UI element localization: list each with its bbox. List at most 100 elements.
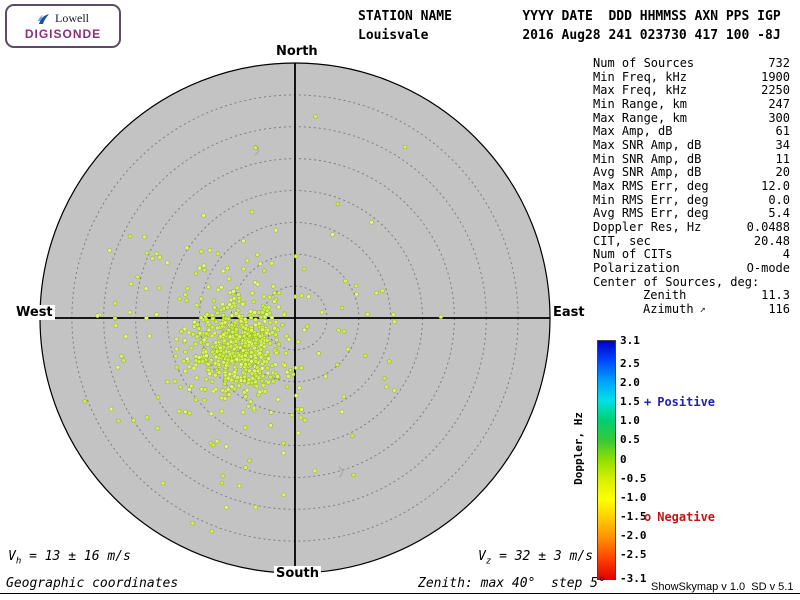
source-dot [341,329,347,334]
source-dot [255,282,261,287]
source-dot [258,347,264,352]
positive-label: Positive [657,395,716,409]
source-dot [113,323,119,329]
source-dot [242,317,248,322]
source-dot [240,348,246,353]
stat-value: 1900 [761,69,790,84]
source-dot [351,472,356,478]
source-dot [243,362,248,367]
source-dot [189,345,194,351]
colorbar-tick-labels: 3.1 2.5 2.0 1.5 1.0 0.5 0 -0.5 -1.0 -1.5 -2.0 -2.5 -… [620,334,662,585]
source-dot [293,254,299,259]
source-dot [154,312,159,317]
source-dot [276,342,282,347]
source-dot [236,292,241,297]
source-dot [131,418,136,423]
source-dot [339,409,345,415]
stat-value: 300 [768,110,790,125]
source-dot [155,394,161,400]
source-dot [231,289,236,294]
source-dot [212,330,218,336]
source-dot [262,268,267,273]
source-dot [220,388,225,393]
source-dot [330,232,335,237]
source-dot [305,324,310,329]
source-dot [194,334,200,339]
stat-label: Max Range, km [593,110,687,125]
source-dot [222,396,228,401]
source-dot [177,296,182,302]
source-dot [289,412,295,418]
source-dot [179,329,184,334]
stat-row: Max Range, km 300 [593,110,790,126]
colorbar-tick-label: -3.1 [620,571,647,585]
source-dot [187,387,192,392]
source-dot [198,315,204,320]
source-dot [200,359,205,364]
source-dot [264,338,270,343]
source-dot [147,333,152,339]
source-dot [290,372,296,377]
source-dot [116,418,121,424]
stat-row: Min RMS Err, deg 0.0 [593,193,790,208]
source-dot [160,480,166,486]
app-version-label: ShowSkymap v 1.0 SD v 5.1 [651,581,794,593]
source-dot [229,313,235,318]
source-dot [312,468,318,474]
source-dot [369,220,374,225]
stat-row: Max RMS Err, deg 12.0 [593,179,790,194]
stat-row: Avg RMS Err, deg 5.4 [593,207,790,221]
stats-panel: Num of Sources 732 Min Freq, kHz 1900 Max Fr… [593,56,790,316]
source-dot [269,315,275,320]
stat-value: 732 [768,56,790,70]
source-dot [215,287,221,293]
source-dot [204,312,210,317]
stat-value: 116 [768,301,790,316]
source-dot [115,365,121,370]
source-dot [211,442,216,448]
stat-value: 11 [775,151,790,166]
source-dot [206,362,211,367]
source-dot [207,248,213,253]
source-dot [254,337,259,343]
source-dot [392,388,397,393]
source-dot [281,450,286,456]
source-dot [302,327,307,333]
source-dot [365,312,370,317]
source-dot [185,286,190,291]
source-dot [213,340,218,345]
source-dot [206,284,211,290]
source-dot [259,378,265,384]
source-dot [253,379,258,385]
stat-label: Avg SNR Amp, dB [593,165,702,180]
compass-west-label: West [14,305,55,320]
source-dot [226,387,231,392]
source-dot [231,300,237,306]
azimuth-direction-icon: ↗ [699,303,706,315]
positive-doppler-legend: + Positive [644,395,715,409]
source-dot [243,367,249,373]
stat-value: 20.48 [753,233,790,248]
source-dot [299,407,304,412]
source-dot [294,393,299,398]
stat-row: Min Freq, kHz 1900 [593,69,790,85]
source-dot [243,394,248,399]
source-dot [154,251,159,257]
header-column-titles: STATION NAME YYYY DATE DDD HHMMSS AXN PP… [358,9,781,24]
compass-east-label: East [551,305,587,320]
source-dot [255,252,260,258]
source-dot [266,380,271,385]
source-dot [306,294,311,299]
source-dot [233,339,239,344]
source-dot [274,337,279,343]
source-dot [226,316,231,322]
source-dot [112,316,118,321]
source-dot [335,201,341,207]
source-dot [150,256,155,261]
source-dot [253,145,258,151]
source-dot [240,301,246,307]
source-dot [251,299,257,305]
colorbar-tick-label: 0.5 [620,433,640,447]
source-dot [276,304,281,310]
source-dot [202,397,207,403]
